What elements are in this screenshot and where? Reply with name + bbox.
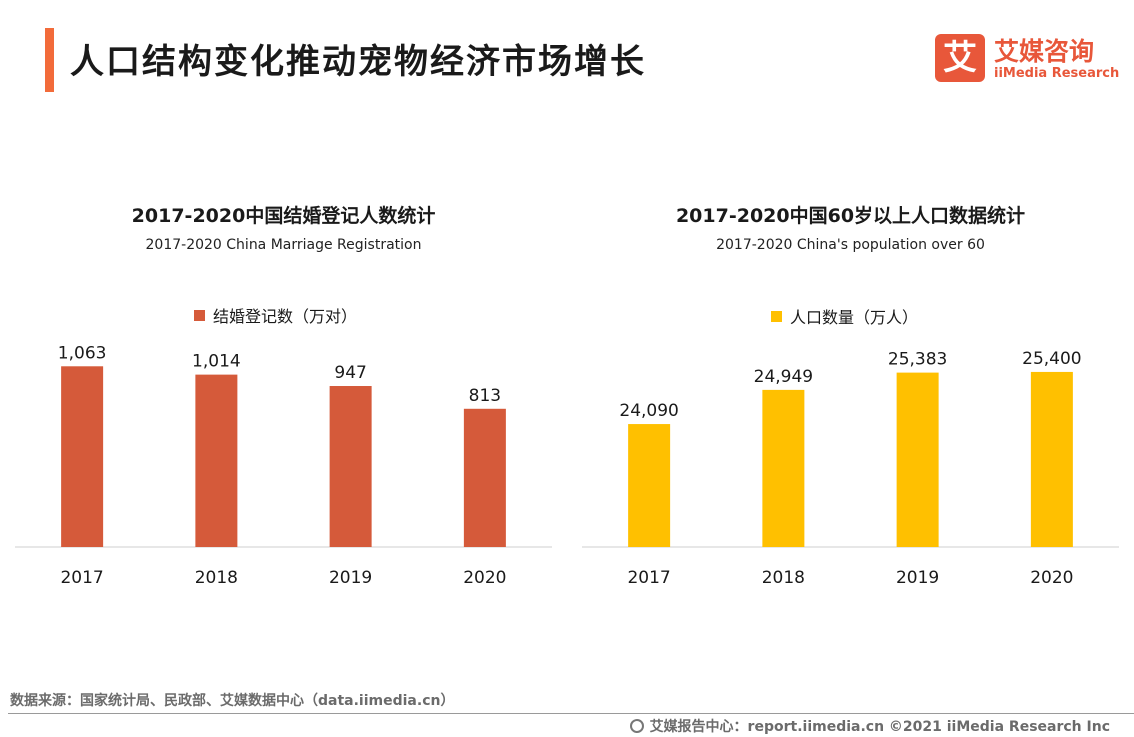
x-tick-label-2019: 2019: [896, 568, 939, 588]
footer: 艾媒报告中心：report.iimedia.cn ©2021 iiMedia R…: [629, 716, 1110, 736]
logo-mark: 艾: [935, 34, 985, 82]
marriage-bar-chart: 1,063 2017 1,014 2018 947 2019 813 2020: [15, 343, 552, 588]
value-label-2020: 25,400: [1022, 349, 1081, 369]
bar-2019: [896, 372, 939, 547]
x-tick-label-2017: 2017: [60, 568, 103, 588]
value-label-2018: 1,014: [192, 352, 241, 372]
marriage-chart-subtitle: 2017-2020 China Marriage Registration: [145, 237, 422, 253]
marriage-chart-legend: 结婚登记数（万对）: [194, 303, 357, 327]
x-tick-label-2017: 2017: [627, 568, 670, 588]
x-tick-label-2018: 2018: [195, 568, 238, 588]
marriage-chart-title: 2017-2020中国结婚登记人数统计: [131, 205, 436, 227]
legend-label: 结婚登记数（万对）: [213, 307, 358, 326]
page-title: 人口结构变化推动宠物经济市场增长: [70, 42, 646, 82]
elderly-chart-subtitle: 2017-2020 China's population over 60: [716, 237, 985, 253]
legend-swatch: [771, 310, 782, 322]
value-label-2018: 24,949: [754, 367, 813, 387]
elderly-population-bar-chart: 24,090 2017 24,949 2018 25,383 2019 25,400 2020: [582, 349, 1119, 588]
logo-name-en: iiMedia Research: [994, 66, 1120, 81]
x-tick-label-2018: 2018: [762, 568, 805, 588]
value-label-2020: 813: [469, 386, 501, 406]
x-tick-label-2020: 2020: [1030, 568, 1073, 588]
bar-2020: [1030, 371, 1073, 547]
report-center-icon: [629, 719, 644, 733]
data-source-note: 数据来源：国家统计局、民政部、艾媒数据中心（data.iimedia.cn）: [10, 693, 455, 709]
bar-2018: [195, 374, 238, 547]
bar-2019: [329, 386, 372, 547]
value-label-2019: 947: [334, 363, 366, 383]
bar-2018: [762, 389, 805, 547]
value-label-2017: 1,063: [58, 343, 107, 363]
x-tick-label-2019: 2019: [329, 568, 372, 588]
elderly-chart-legend: 人口数量（万人）: [771, 304, 918, 328]
x-tick-label-2020: 2020: [463, 568, 506, 588]
bar-2017: [628, 424, 671, 547]
value-label-2017: 24,090: [619, 401, 678, 421]
legend-label: 人口数量（万人）: [790, 308, 919, 327]
title-accent-bar: [45, 28, 54, 92]
bar-2020: [463, 408, 506, 547]
value-label-2019: 25,383: [888, 350, 947, 370]
elderly-chart-title: 2017-2020中国60岁以上人口数据统计: [675, 205, 1026, 227]
bar-2017: [61, 366, 104, 547]
footer-text: 艾媒报告中心：report.iimedia.cn ©2021 iiMedia R…: [649, 719, 1110, 735]
logo-name-cn: 艾媒咨询: [994, 37, 1095, 66]
legend-swatch: [194, 309, 205, 321]
footer-divider: [8, 713, 1134, 714]
